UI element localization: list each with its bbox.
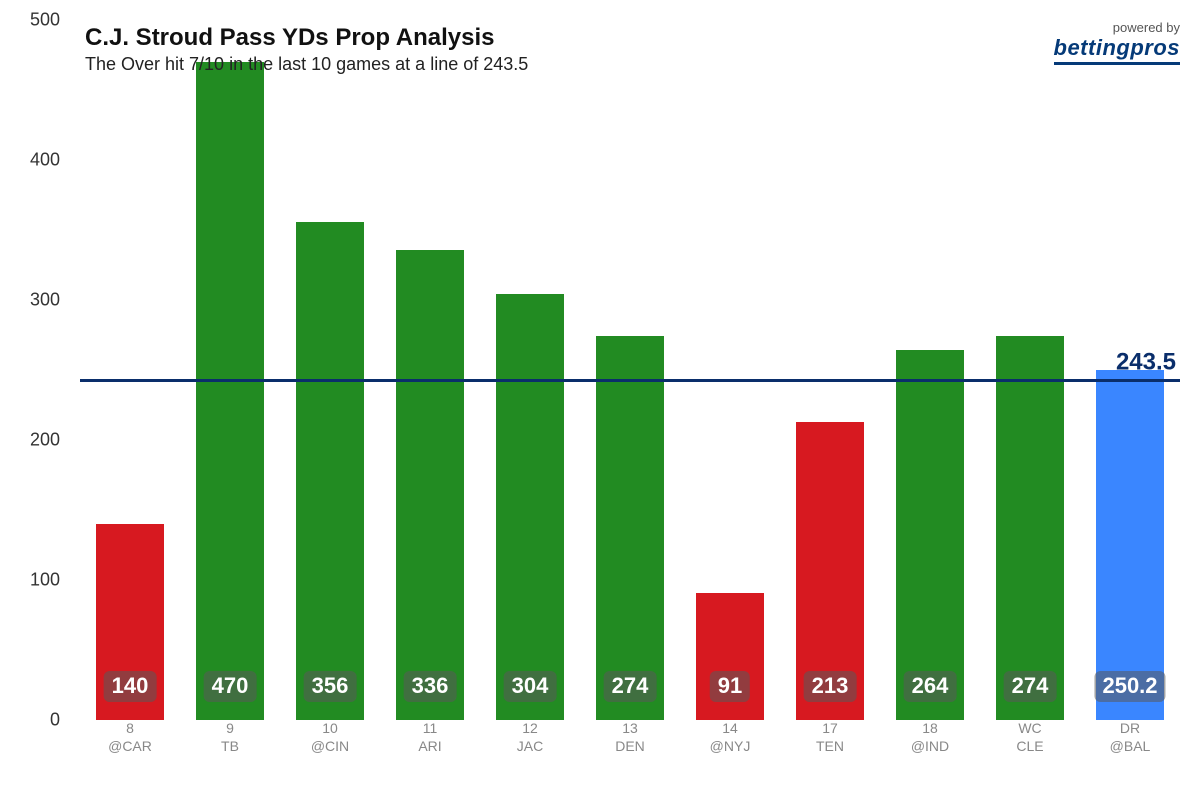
x-tick: 17TEN: [780, 720, 880, 755]
bar-value-badge: 213: [804, 671, 857, 702]
branding: powered by bettingpros: [1054, 20, 1181, 65]
bar-value-badge: 250.2: [1094, 671, 1165, 702]
x-tick: WCCLE: [980, 720, 1080, 755]
bar-slot: 304: [480, 20, 580, 720]
y-tick: 500: [30, 10, 60, 31]
x-tick: 9TB: [180, 720, 280, 755]
chart-subtitle: The Over hit 7/10 in the last 10 games a…: [85, 54, 528, 75]
bar-slot: 274: [980, 20, 1080, 720]
bar-value-badge: 356: [304, 671, 357, 702]
bar-value-badge: 274: [1004, 671, 1057, 702]
x-tick: 8@CAR: [80, 720, 180, 755]
bar: [996, 336, 1064, 720]
bar: [496, 294, 564, 720]
title-block: C.J. Stroud Pass YDs Prop Analysis The O…: [85, 24, 528, 75]
bar-value-badge: 470: [204, 671, 257, 702]
bar-slot: 274: [580, 20, 680, 720]
y-tick: 300: [30, 290, 60, 311]
x-tick: 12JAC: [480, 720, 580, 755]
x-axis: 8@CAR9TB10@CIN11ARI12JAC13DEN14@NYJ17TEN…: [80, 720, 1180, 755]
reference-line-label: 243.5: [1116, 348, 1176, 376]
x-tick: 11ARI: [380, 720, 480, 755]
x-tick: 10@CIN: [280, 720, 380, 755]
y-tick: 0: [50, 710, 60, 731]
bar-slot: 356: [280, 20, 380, 720]
bar: [396, 250, 464, 720]
bars-row: 140 470 356 336 304 274 91 213 264 274 250.2: [80, 20, 1180, 720]
bar: [1096, 370, 1164, 720]
bar-slot: 213: [780, 20, 880, 720]
reference-line: 243.5: [80, 379, 1180, 382]
bar: [596, 336, 664, 720]
bar-value-badge: 140: [104, 671, 157, 702]
bar-slot: 91: [680, 20, 780, 720]
x-tick: 14@NYJ: [680, 720, 780, 755]
x-tick: DR@BAL: [1080, 720, 1180, 755]
plot-area: 140 470 356 336 304 274 91 213 264 274 250.2 243.5: [80, 20, 1180, 720]
bar: [296, 222, 364, 720]
bar-value-badge: 304: [504, 671, 557, 702]
bar-slot: 264: [880, 20, 980, 720]
x-tick: 13DEN: [580, 720, 680, 755]
bar-slot: 470: [180, 20, 280, 720]
bar-value-badge: 336: [404, 671, 457, 702]
prop-analysis-chart: 0 100 200 300 400 500 140 470 356 336 304 274 91 213…: [0, 0, 1200, 800]
bar: [896, 350, 964, 720]
x-tick: 18@IND: [880, 720, 980, 755]
y-tick: 100: [30, 570, 60, 591]
bar-value-badge: 274: [604, 671, 657, 702]
y-tick: 200: [30, 430, 60, 451]
bar-value-badge: 264: [904, 671, 957, 702]
bar-slot: 140: [80, 20, 180, 720]
branding-tagline: powered by: [1054, 20, 1181, 35]
bar-value-badge: 91: [710, 671, 750, 702]
branding-logo: bettingpros: [1054, 35, 1181, 65]
y-axis: 0 100 200 300 400 500: [0, 0, 70, 800]
bar: [196, 62, 264, 720]
chart-title: C.J. Stroud Pass YDs Prop Analysis: [85, 24, 528, 52]
y-tick: 400: [30, 150, 60, 171]
bar-slot: 336: [380, 20, 480, 720]
